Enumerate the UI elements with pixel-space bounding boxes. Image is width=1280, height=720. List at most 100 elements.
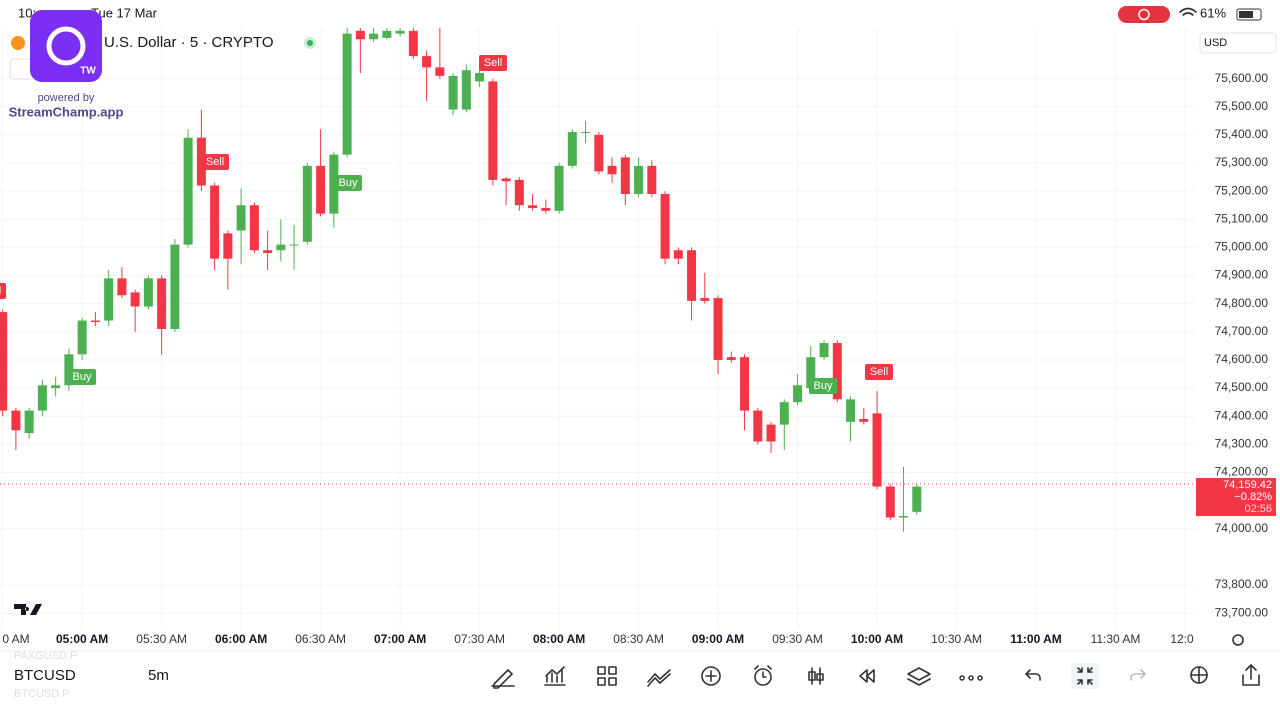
candle-body [793, 385, 803, 403]
signal-badge [201, 154, 229, 170]
candle-body [673, 250, 683, 259]
signal-badge [0, 283, 6, 299]
signal-label: Buy [814, 380, 833, 392]
candle-body [435, 67, 445, 76]
candle-body [236, 205, 246, 231]
signal-label: Sell [870, 366, 888, 378]
currency-button[interactable] [1199, 32, 1277, 54]
x-tick-label: 07:00 AM [374, 632, 426, 646]
wifi-icon [1179, 7, 1197, 16]
y-tick-label: 75,500.00 [1215, 99, 1269, 113]
alert[interactable] [754, 668, 772, 686]
candle-body [461, 70, 471, 110]
candle-body [316, 165, 326, 214]
y-tick-label: 74,700.00 [1215, 324, 1269, 338]
candle-body [302, 165, 312, 242]
fullscreen-bg [1071, 663, 1099, 689]
settings-icon[interactable] [1232, 634, 1244, 646]
date: Tue 17 Mar [91, 5, 158, 20]
signal-badge [68, 369, 96, 385]
x-tick-label: 10:30 AM [931, 632, 982, 646]
x-tick-label: 11:30 AM [1091, 632, 1141, 646]
candle-body [329, 154, 339, 214]
candle-body [528, 205, 538, 209]
tv-logo [14, 604, 42, 615]
y-tick-label: 74,400.00 [1215, 408, 1269, 422]
candle-body [766, 424, 776, 442]
symbol-title[interactable]: U.S. Dollar · 5 · CRYPTO [104, 34, 273, 51]
y-tick-label: 74,300.00 [1215, 437, 1269, 451]
candle-body [832, 343, 842, 400]
y-tick-label: 73,700.00 [1215, 605, 1269, 619]
candle-body [369, 33, 379, 40]
y-tick-label: 75,100.00 [1215, 211, 1269, 225]
y-tick-label: 75,200.00 [1215, 183, 1269, 197]
add-plus [705, 670, 717, 682]
layouts[interactable] [597, 666, 617, 686]
y-tick-label: 74,800.00 [1215, 296, 1269, 310]
signal-label: Buy [73, 371, 92, 383]
trade-cross [1190, 666, 1208, 684]
chart-type[interactable] [808, 667, 824, 685]
share[interactable] [1242, 664, 1260, 686]
signal-badge [479, 55, 507, 71]
x-tick-label: 0 AM [2, 632, 29, 646]
indicators[interactable] [544, 666, 566, 686]
candle-body [90, 320, 100, 322]
add[interactable] [701, 666, 721, 686]
candle-body [170, 244, 180, 329]
candle-body [24, 410, 34, 434]
x-tick-label: 08:30 AM [613, 632, 664, 646]
candle-body [11, 410, 21, 431]
logo-badge: TW [80, 66, 96, 77]
y-tick-label: 75,000.00 [1215, 240, 1269, 254]
redo[interactable] [1130, 669, 1146, 681]
candle-body [395, 30, 405, 34]
compare[interactable] [647, 669, 671, 687]
candle-body [104, 278, 114, 321]
alert-hands [754, 665, 772, 678]
x-tick-label: 06:00 AM [215, 632, 267, 646]
signal-label: Buy [339, 177, 358, 189]
candle-body [37, 385, 47, 411]
stream-logo [30, 10, 102, 82]
candle-body [779, 402, 789, 425]
candle-body [117, 278, 127, 296]
fullscreen[interactable] [1077, 667, 1093, 685]
record-icon [1138, 8, 1150, 21]
candle-body [899, 516, 909, 518]
candle-body [885, 486, 895, 518]
x-tick-label: 11:00 AM [1010, 632, 1062, 646]
candle-body [51, 385, 61, 389]
candle-body [475, 73, 485, 82]
footer-symbol[interactable]: BTCUSD [14, 667, 76, 684]
candle-body [700, 298, 710, 301]
axes: 75,600.00 75,500.00 75,400.00 75,300.00 75,2… [0, 71, 1268, 646]
more[interactable] [959, 675, 983, 681]
signal-label: Sell [0, 285, 1, 297]
y-tick-label: 73,800.00 [1215, 577, 1269, 591]
object-tree[interactable] [907, 667, 931, 686]
candle-body [342, 33, 352, 155]
candle-body [249, 205, 259, 251]
currency[interactable]: USD [1204, 37, 1227, 49]
interval[interactable]: 5m [148, 667, 169, 684]
next-symbol: BTCUSD.P [14, 688, 70, 700]
candle-body [355, 30, 365, 40]
candle-body [263, 250, 273, 254]
x-tick-label: 07:30 AM [454, 632, 505, 646]
candle-body [819, 343, 829, 358]
candle-body [594, 134, 604, 172]
y-tick-label: 75,300.00 [1215, 155, 1269, 169]
candle-body [554, 165, 564, 211]
candle-body [0, 312, 8, 411]
replay[interactable] [859, 669, 875, 683]
battery-icon [1236, 8, 1262, 21]
candle-body [713, 298, 723, 360]
y-tick-label: 74,600.00 [1215, 352, 1269, 366]
signal-badge [865, 364, 893, 380]
undo[interactable] [1025, 669, 1041, 681]
candle-body [872, 413, 882, 487]
candle-body [740, 357, 750, 411]
draw-tool[interactable] [491, 669, 515, 689]
